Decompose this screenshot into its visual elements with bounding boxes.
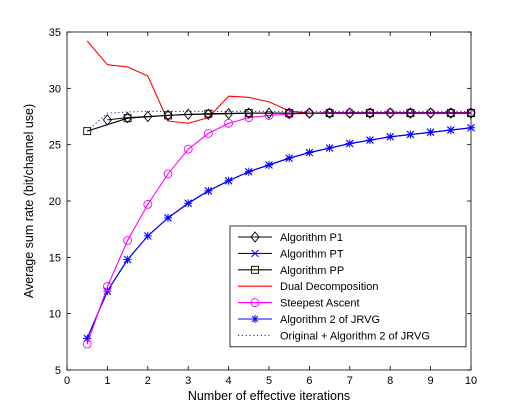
data-point xyxy=(325,144,334,153)
x-tick-label: 9 xyxy=(428,375,434,387)
x-tick-label: 10 xyxy=(465,375,477,387)
legend-swatch-marker xyxy=(250,231,260,243)
data-point xyxy=(143,231,152,240)
x-tick-label: 3 xyxy=(185,375,191,387)
data-point xyxy=(284,107,294,119)
data-point xyxy=(385,107,395,119)
series-algorithm-p1 xyxy=(102,107,476,126)
legend-label: Original + Algorithm 2 of JRVG xyxy=(280,330,430,342)
legend: Algorithm P1 Algorithm PT Algorithm PP Dual… xyxy=(229,225,467,348)
data-point xyxy=(164,213,172,222)
data-point xyxy=(466,107,476,119)
legend-item-algorithm-p1: Algorithm P1 xyxy=(238,231,343,244)
y-tick-label: 15 xyxy=(49,252,61,264)
legend-swatch-marker xyxy=(251,315,259,323)
data-point xyxy=(83,127,92,136)
data-point xyxy=(366,136,374,145)
legend-label: Algorithm PT xyxy=(280,248,344,260)
legend-item-dual-decomposition: Dual Decomposition xyxy=(238,281,378,293)
y-tick-label: 25 xyxy=(49,140,61,152)
data-point xyxy=(102,282,112,292)
legend-swatch-marker xyxy=(251,265,259,274)
legend-label: Algorithm 2 of JRVG xyxy=(280,314,380,326)
data-point xyxy=(244,107,254,119)
data-point xyxy=(204,186,213,195)
data-point xyxy=(426,128,435,137)
legend-label: Dual Decomposition xyxy=(280,281,378,293)
series-line xyxy=(107,112,471,121)
data-point xyxy=(304,107,314,119)
data-point xyxy=(244,167,253,176)
data-point xyxy=(365,107,375,119)
data-point xyxy=(163,169,173,179)
data-point xyxy=(264,110,274,120)
data-point xyxy=(224,107,234,120)
legend-item-algorithm-pt: Algorithm PT xyxy=(238,248,344,260)
data-point xyxy=(224,176,233,185)
data-point xyxy=(386,132,395,141)
x-tick-label: 2 xyxy=(145,375,151,387)
x-tick-label: 4 xyxy=(226,375,232,387)
data-point xyxy=(325,107,335,119)
x-tick-label: 0 xyxy=(64,375,70,387)
data-point xyxy=(183,108,193,120)
y-tick-label: 20 xyxy=(49,196,61,208)
x-tick-label: 8 xyxy=(387,375,393,387)
data-point xyxy=(143,110,153,123)
data-point xyxy=(203,128,213,138)
legend-label: Algorithm P1 xyxy=(280,232,343,244)
x-tick-label: 1 xyxy=(104,375,110,387)
data-point xyxy=(405,107,415,119)
data-point xyxy=(184,199,193,208)
data-point xyxy=(345,139,354,148)
x-axis-label: Number of effective iterations xyxy=(188,389,350,403)
y-tick-label: 35 xyxy=(49,27,61,39)
data-point xyxy=(123,255,132,264)
series-layer xyxy=(82,40,476,349)
y-tick-label: 10 xyxy=(49,309,61,321)
y-tick-label: 5 xyxy=(55,365,61,377)
data-point xyxy=(103,287,112,296)
data-point xyxy=(345,107,355,119)
x-tick-label: 5 xyxy=(266,375,272,387)
data-point xyxy=(467,123,475,132)
data-point xyxy=(406,130,415,139)
data-point xyxy=(83,334,92,343)
data-point xyxy=(426,107,436,119)
legend-item-steepest-ascent: Steepest Ascent xyxy=(238,298,360,310)
legend-swatch-marker xyxy=(250,298,260,308)
y-axis-label: Average sum rate (bit/channel use) xyxy=(22,104,36,298)
data-point xyxy=(305,148,314,157)
data-point xyxy=(123,111,133,124)
data-point xyxy=(265,160,273,169)
axis-ticks: 0 1 2 3 4 5 6 7 8 9 10 5 10 15 20 25 30 35 xyxy=(49,27,477,387)
data-point xyxy=(446,107,456,119)
x-tick-label: 6 xyxy=(306,375,312,387)
legend-item-algorithm-pp: Algorithm PP xyxy=(238,265,344,277)
legend-label: Algorithm PP xyxy=(280,265,344,277)
legend-label: Steepest Ascent xyxy=(280,298,360,310)
legend-swatch-marker xyxy=(251,249,259,258)
data-point xyxy=(183,144,193,154)
data-point xyxy=(446,126,455,135)
data-point xyxy=(123,235,133,245)
data-point xyxy=(143,199,153,209)
legend-item-algorithm-2-of-jrvg: Algorithm 2 of JRVG xyxy=(238,314,380,326)
data-point xyxy=(163,109,173,122)
y-tick-label: 30 xyxy=(49,83,61,95)
series-algorithm-2-of-jrvg xyxy=(83,123,475,343)
data-point xyxy=(264,107,274,119)
legend-item-original-algorithm-2-of-jrvg: Original + Algorithm 2 of JRVG xyxy=(238,330,430,342)
data-point xyxy=(203,108,213,120)
data-point xyxy=(102,114,112,126)
data-point xyxy=(82,339,92,349)
data-point xyxy=(285,154,294,163)
x-tick-label: 7 xyxy=(347,375,353,387)
